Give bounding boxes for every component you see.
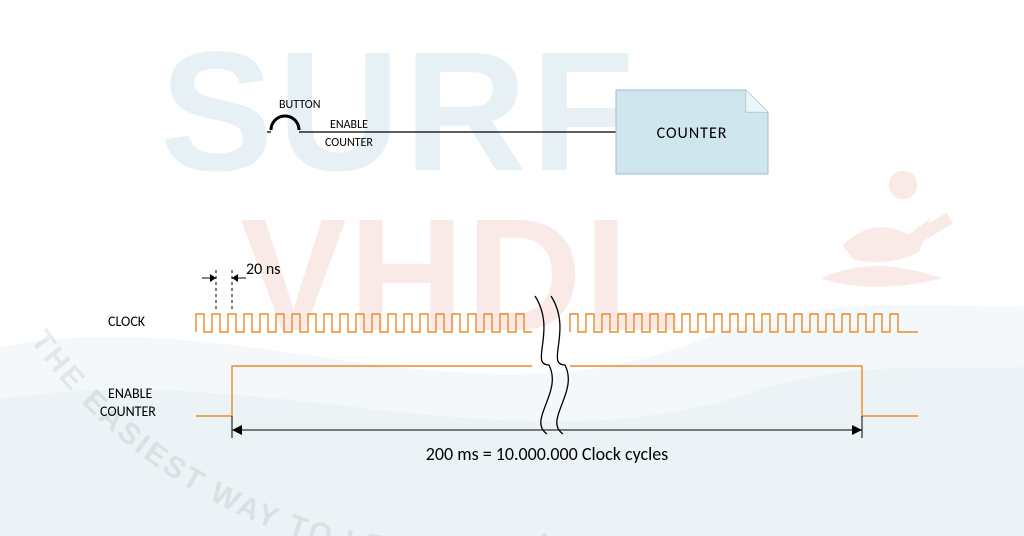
clock-label: CLOCK [108, 313, 146, 330]
diagram-stage: SURF VHDL THE EASIEST WAY TO LEARN VHDL … [0, 0, 1024, 536]
enable-label-bottom: COUNTER [100, 403, 156, 420]
clock-waveform-left [196, 314, 532, 332]
dimension-label: 200 ms = 10.000.000 Clock cycles [426, 443, 668, 465]
clock-period-label: 20 ns [246, 260, 281, 279]
dimension-arrow-left [232, 425, 242, 435]
enable-waveform-left [196, 366, 532, 416]
enable-label-top: ENABLE [108, 385, 152, 402]
dimension-arrow-right [852, 425, 862, 435]
timing-diagram: CLOCK 20 ns ENABLECOUNTER 200 ms = 10.000.0… [0, 0, 1024, 536]
enable-waveform-right [570, 366, 918, 416]
time-break-curve-1 [535, 296, 552, 434]
clock-waveform-right [570, 314, 918, 332]
time-break-curve-2 [551, 296, 568, 434]
